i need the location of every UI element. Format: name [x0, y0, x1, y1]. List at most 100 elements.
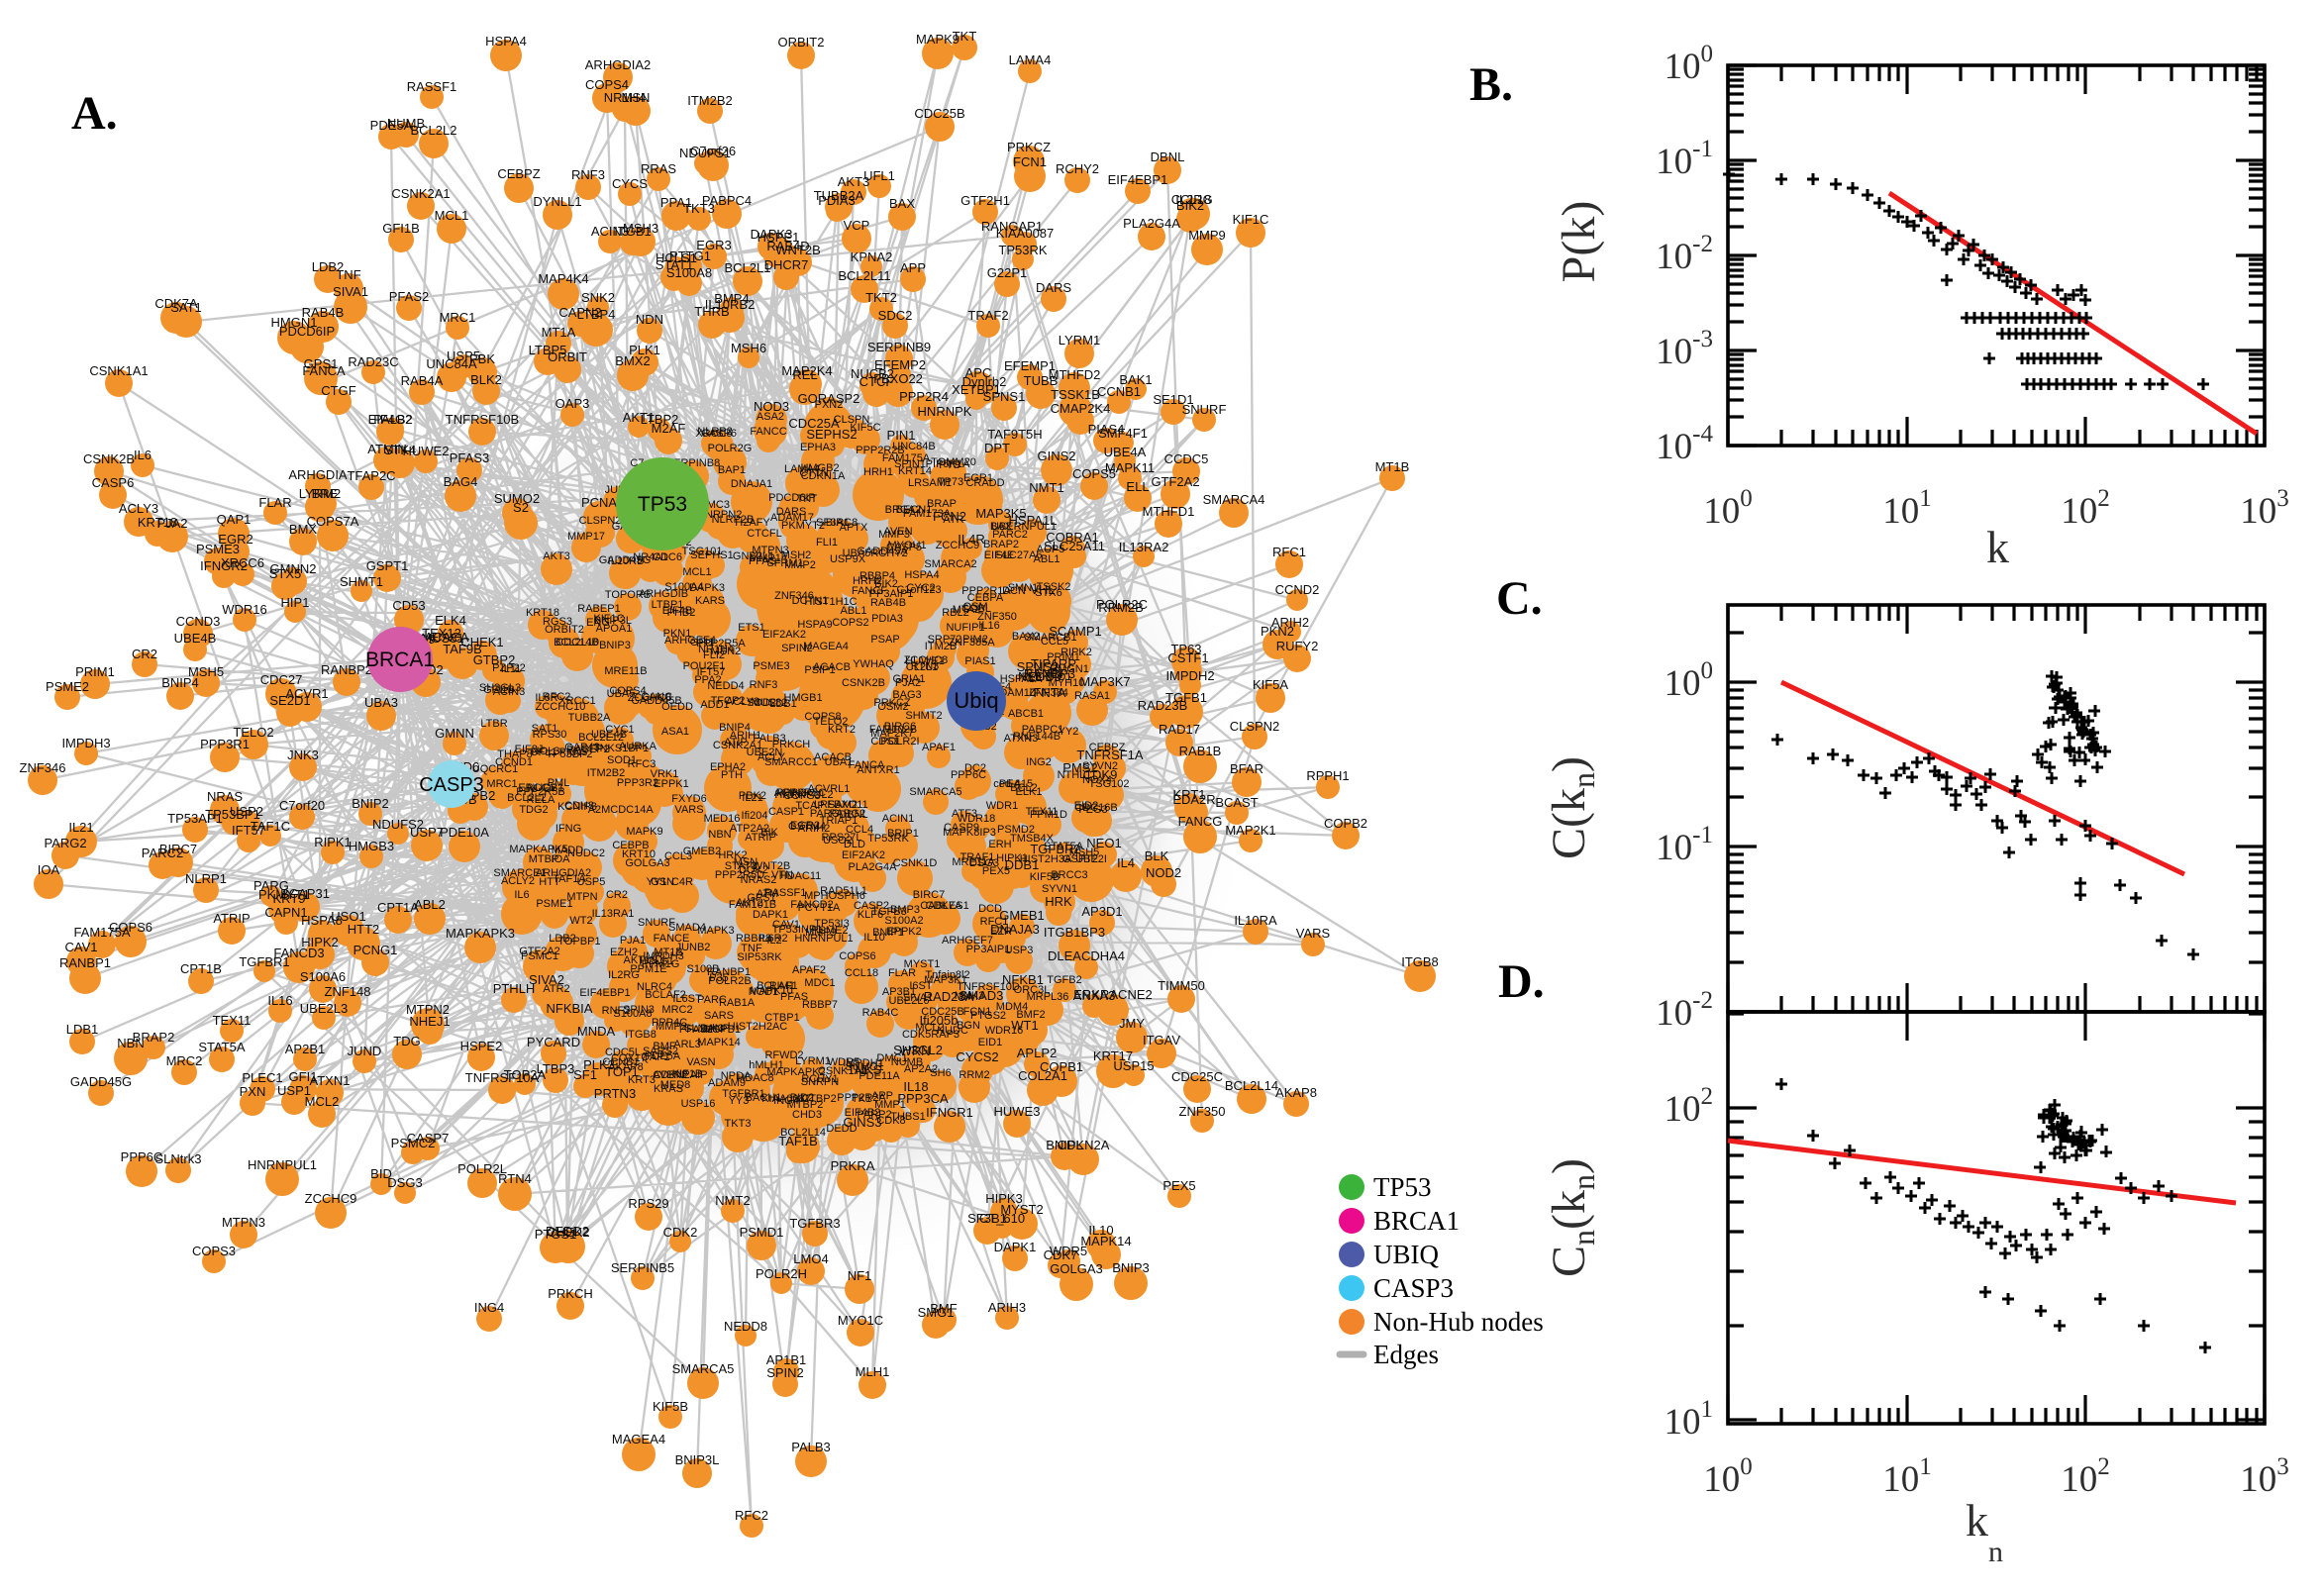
svg-text:EIF4EBP1: EIF4EBP1 — [579, 987, 630, 999]
svg-text:BCAST: BCAST — [1215, 795, 1258, 810]
svg-text:HSPA4: HSPA4 — [485, 34, 527, 49]
svg-text:MMP17: MMP17 — [567, 531, 605, 543]
svg-text:BRCA1: BRCA1 — [1373, 1206, 1460, 1236]
svg-text:RFWD2: RFWD2 — [764, 1049, 803, 1061]
svg-text:IL10RB2: IL10RB2 — [705, 297, 756, 312]
svg-text:PRKCZ: PRKCZ — [1007, 140, 1051, 154]
svg-text:COPS3: COPS3 — [192, 1244, 236, 1258]
svg-text:XETBP1: XETBP1 — [952, 382, 1001, 397]
svg-text:MRPL36: MRPL36 — [1027, 991, 1069, 1003]
svg-text:HUWE2: HUWE2 — [403, 444, 450, 458]
svg-text:SHMT1: SHMT1 — [340, 574, 383, 589]
svg-text:NLRP1: NLRP1 — [185, 871, 227, 886]
svg-text:TP53: TP53 — [638, 493, 687, 516]
svg-text:SMARCA2: SMARCA2 — [924, 558, 976, 570]
svg-text:LTBP4: LTBP4 — [577, 307, 616, 322]
svg-text:IL13RA2: IL13RA2 — [1119, 540, 1169, 554]
svg-text:A2M: A2M — [588, 804, 611, 816]
svg-text:FAM101B: FAM101B — [729, 899, 776, 911]
svg-text:BID2: BID2 — [790, 1092, 814, 1104]
svg-text:ACLY3: ACLY3 — [119, 501, 158, 516]
svg-text:D.: D. — [1498, 955, 1545, 1008]
svg-text:RAB1B: RAB1B — [1179, 744, 1222, 758]
svg-text:HNRNPK: HNRNPK — [918, 404, 972, 419]
svg-text:HUWE3: HUWE3 — [994, 1104, 1041, 1119]
svg-text:BNIP1: BNIP1 — [872, 927, 904, 939]
svg-text:SPIN1: SPIN1 — [894, 458, 926, 470]
svg-text:DSG3: DSG3 — [387, 1175, 422, 1190]
svg-text:KRAS: KRAS — [654, 1083, 683, 1095]
svg-text:BIK2: BIK2 — [1176, 198, 1204, 213]
svg-text:MMP2: MMP2 — [784, 559, 816, 571]
svg-text:NBN: NBN — [708, 829, 731, 841]
svg-text:ING4: ING4 — [474, 1300, 504, 1315]
svg-text:TGFBR2: TGFBR2 — [1030, 842, 1080, 856]
svg-text:ATMIN: ATMIN — [367, 442, 406, 456]
svg-text:MYOU1: MYOU1 — [887, 540, 926, 551]
svg-text:HTT: HTT — [539, 876, 560, 888]
svg-text:PCNG1: PCNG1 — [354, 943, 398, 957]
svg-text:CDS1: CDS1 — [870, 736, 899, 748]
svg-text:COBRA1: COBRA1 — [1046, 530, 1098, 545]
svg-text:MT1B: MT1B — [1375, 459, 1410, 474]
svg-text:PSMC1: PSMC1 — [521, 950, 558, 962]
svg-text:PSME1: PSME1 — [536, 898, 572, 910]
svg-text:PSME2: PSME2 — [46, 679, 89, 694]
svg-text:BLK2: BLK2 — [470, 372, 502, 387]
svg-text:ADAM17: ADAM17 — [770, 512, 814, 524]
svg-text:MCL1: MCL1 — [435, 208, 469, 223]
svg-text:MLH1: MLH1 — [856, 1364, 890, 1379]
svg-text:RPPH1: RPPH1 — [1306, 768, 1349, 783]
svg-text:ORBIT: ORBIT — [548, 349, 587, 364]
svg-text:OEDD: OEDD — [661, 701, 693, 713]
svg-text:NOD2: NOD2 — [1146, 865, 1181, 880]
svg-text:CD53: CD53 — [392, 598, 425, 613]
svg-text:CDK2: CDK2 — [663, 1225, 698, 1240]
svg-text:EIF4B: EIF4B — [662, 605, 693, 617]
svg-text:ELL: ELL — [1126, 479, 1149, 494]
svg-text:VHL: VHL — [1030, 582, 1055, 597]
svg-text:HMGB3: HMGB3 — [349, 839, 394, 853]
svg-text:GINS3: GINS3 — [843, 1115, 881, 1130]
svg-text:PXN: PXN — [240, 1084, 266, 1099]
svg-text:JUND: JUND — [348, 1044, 382, 1058]
svg-text:USP7: USP7 — [410, 825, 444, 840]
svg-text:WT2: WT2 — [569, 915, 592, 927]
svg-text:PMS2: PMS2 — [1062, 760, 1097, 775]
svg-text:TOP2A: TOP2A — [504, 1067, 547, 1082]
svg-text:DNAJA3: DNAJA3 — [990, 922, 1040, 937]
svg-text:CMAP2K4: CMAP2K4 — [1051, 401, 1111, 416]
svg-text:NOD1: NOD1 — [749, 986, 779, 998]
svg-text:NEDD8: NEDD8 — [724, 1319, 767, 1334]
svg-text:IMPDH2: IMPDH2 — [1165, 668, 1214, 683]
svg-text:BACH1: BACH1 — [746, 1092, 782, 1104]
svg-text:RRM2: RRM2 — [959, 1069, 989, 1081]
svg-text:PIAS1: PIAS1 — [964, 655, 995, 667]
svg-text:RBBP7: RBBP7 — [802, 999, 838, 1011]
svg-text:BCL2L11: BCL2L11 — [838, 268, 890, 283]
svg-text:ZNF346: ZNF346 — [20, 760, 66, 775]
svg-text:PRTN3: PRTN3 — [594, 1086, 636, 1101]
svg-text:PML: PML — [548, 777, 570, 789]
svg-text:ATIP: ATIP — [724, 737, 748, 748]
svg-text:EPPK1: EPPK1 — [654, 778, 688, 790]
svg-text:PSME3: PSME3 — [753, 660, 789, 672]
svg-text:TP53BP2: TP53BP2 — [546, 748, 592, 760]
svg-text:NUFIP1: NUFIP1 — [946, 622, 984, 634]
svg-text:CDC27: CDC27 — [260, 672, 303, 687]
svg-text:ELK1: ELK1 — [1016, 786, 1043, 798]
svg-text:MAPK9: MAPK9 — [626, 826, 662, 838]
svg-text:QAP1: QAP1 — [217, 512, 252, 527]
svg-text:IL13RA1: IL13RA1 — [592, 908, 635, 920]
svg-text:FNTA: FNTA — [1034, 685, 1066, 700]
svg-text:COPS2: COPS2 — [832, 617, 868, 629]
svg-text:MRC2: MRC2 — [166, 1053, 203, 1068]
svg-text:DLEACDHA4: DLEACDHA4 — [1048, 948, 1125, 963]
svg-text:MTA2: MTA2 — [953, 604, 981, 616]
svg-text:MYO1C: MYO1C — [838, 1313, 883, 1328]
svg-text:PALB2: PALB2 — [373, 412, 413, 427]
svg-text:RTN4: RTN4 — [498, 1171, 532, 1186]
svg-text:ARHGDIA2: ARHGDIA2 — [585, 57, 651, 72]
svg-text:PRKRA: PRKRA — [831, 1158, 875, 1173]
svg-text:CSNK2B: CSNK2B — [842, 677, 885, 689]
